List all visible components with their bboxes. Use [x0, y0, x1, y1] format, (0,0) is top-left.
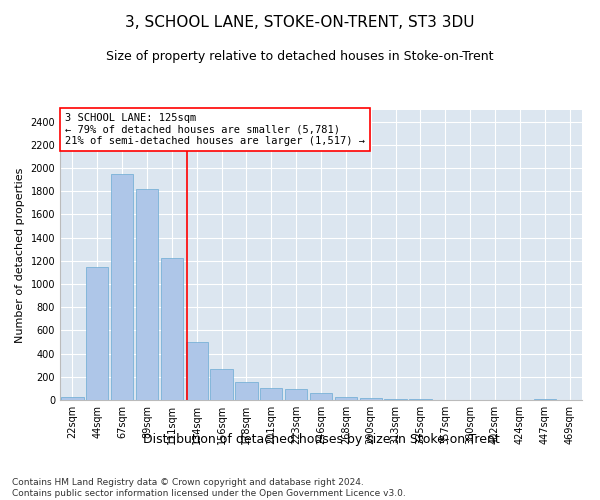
Bar: [310, 393, 332, 400]
Text: Size of property relative to detached houses in Stoke-on-Trent: Size of property relative to detached ho…: [106, 50, 494, 63]
Bar: [136, 189, 158, 400]
Bar: [161, 258, 183, 400]
Bar: [111, 174, 133, 400]
Text: Contains HM Land Registry data © Crown copyright and database right 2024.
Contai: Contains HM Land Registry data © Crown c…: [12, 478, 406, 498]
Text: 3, SCHOOL LANE, STOKE-ON-TRENT, ST3 3DU: 3, SCHOOL LANE, STOKE-ON-TRENT, ST3 3DU: [125, 15, 475, 30]
Bar: [285, 389, 307, 400]
Bar: [335, 396, 357, 400]
Y-axis label: Number of detached properties: Number of detached properties: [15, 168, 25, 342]
Bar: [185, 342, 208, 400]
Text: 3 SCHOOL LANE: 125sqm
← 79% of detached houses are smaller (5,781)
21% of semi-d: 3 SCHOOL LANE: 125sqm ← 79% of detached …: [65, 113, 365, 146]
Bar: [211, 368, 233, 400]
Bar: [61, 396, 83, 400]
Text: Distribution of detached houses by size in Stoke-on-Trent: Distribution of detached houses by size …: [143, 432, 499, 446]
Bar: [260, 388, 283, 400]
Bar: [86, 266, 109, 400]
Bar: [235, 382, 257, 400]
Bar: [385, 399, 407, 400]
Bar: [359, 398, 382, 400]
Bar: [409, 399, 431, 400]
